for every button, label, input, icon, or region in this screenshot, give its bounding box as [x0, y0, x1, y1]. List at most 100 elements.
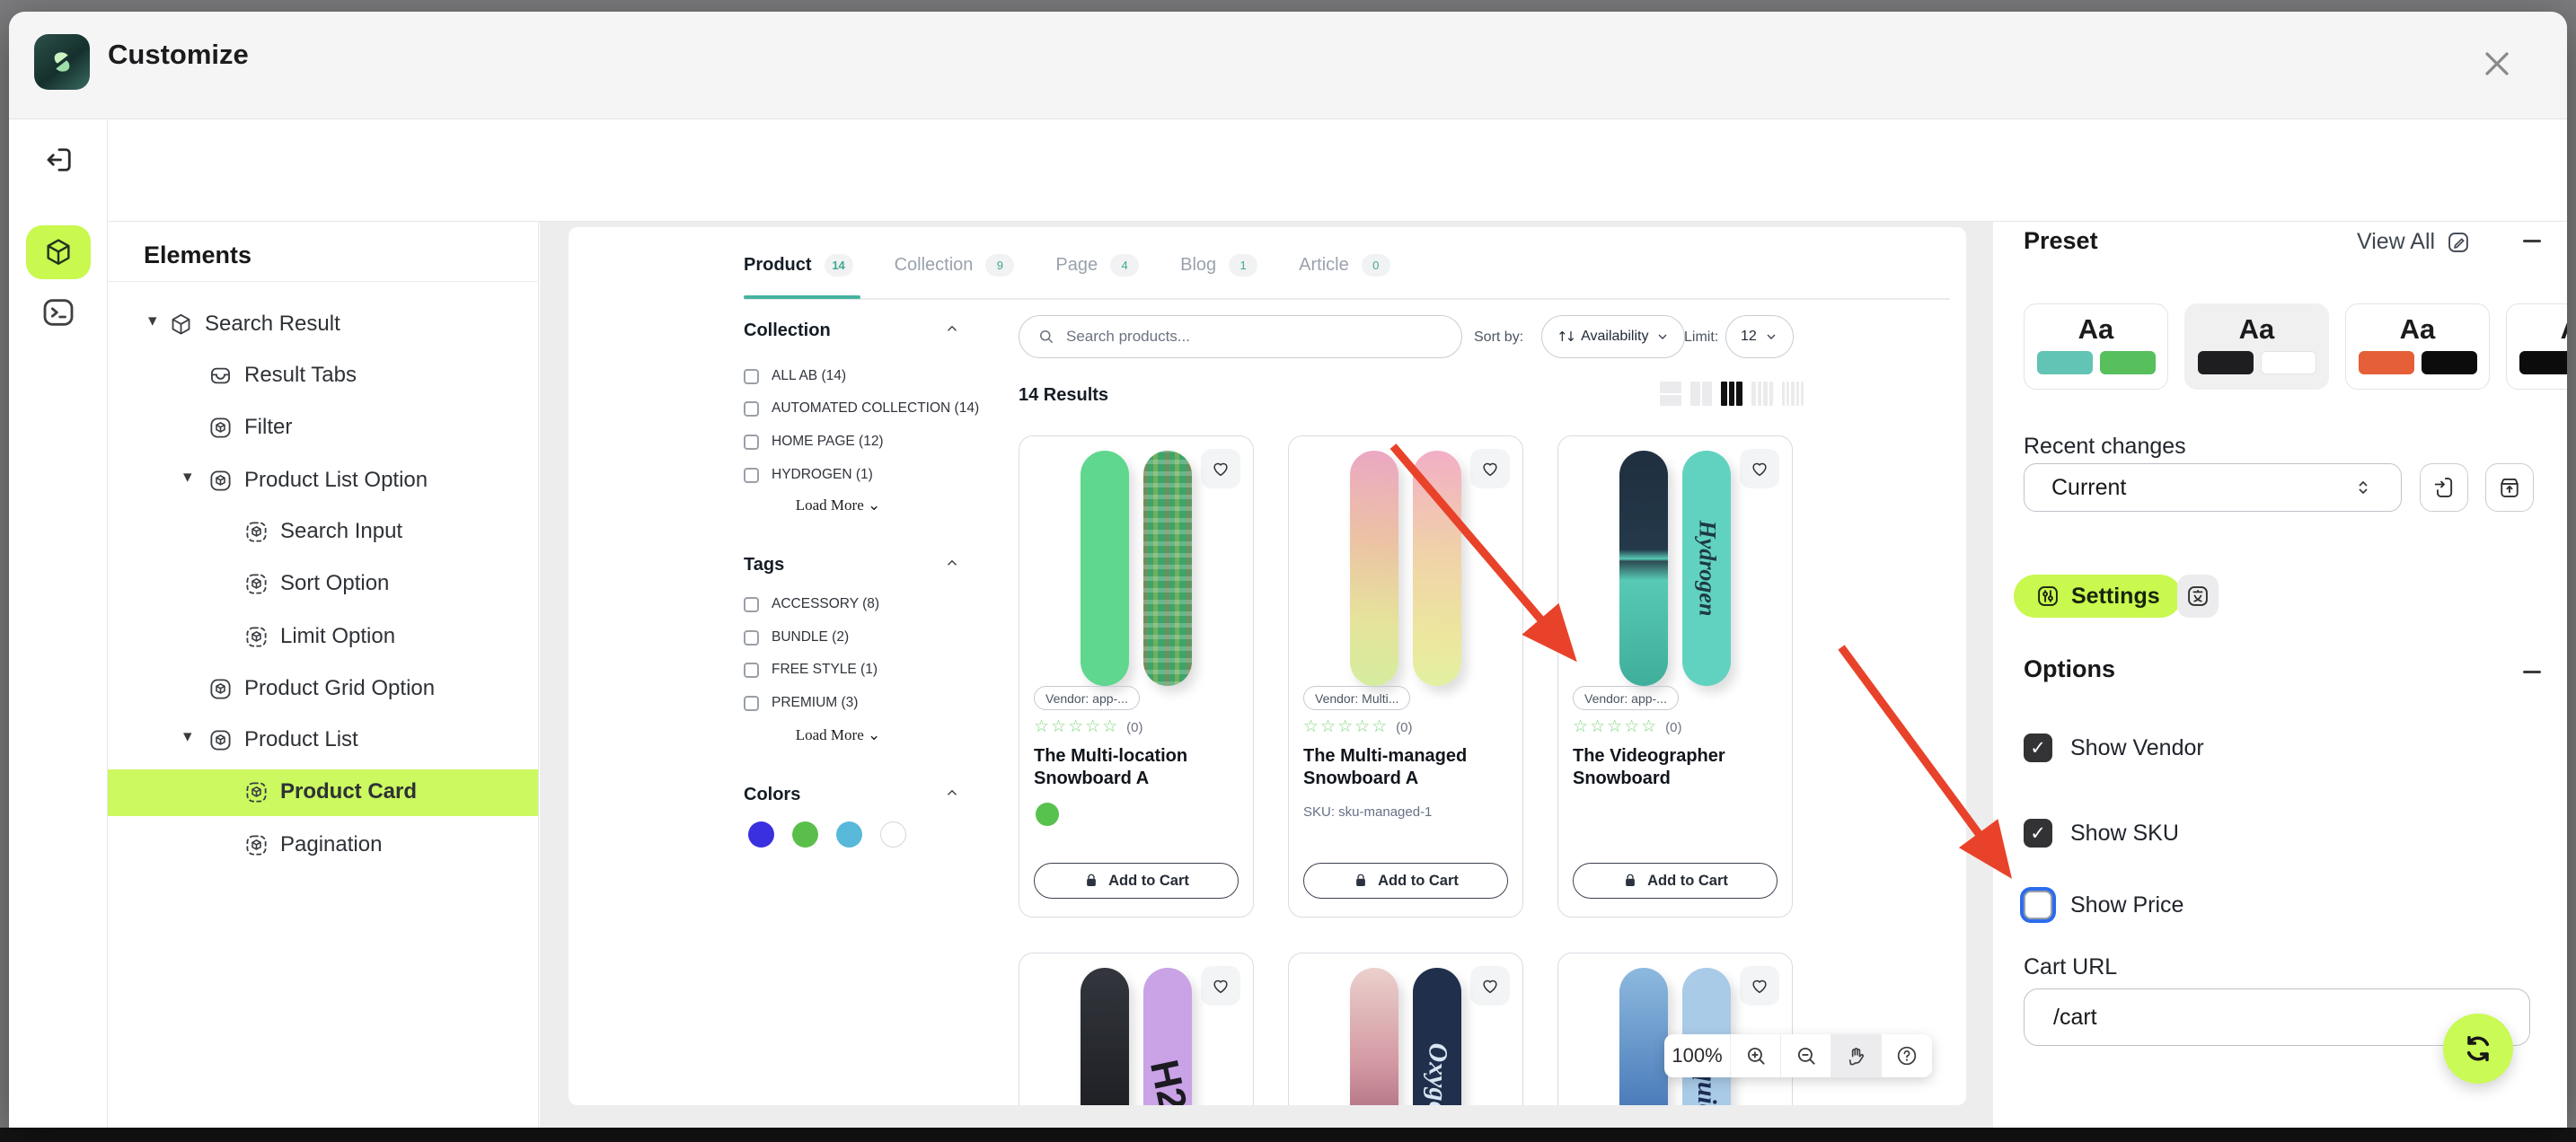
checkbox-unchecked[interactable]	[744, 434, 759, 450]
export-changes-button[interactable]	[2485, 463, 2534, 512]
logo-glyph	[54, 52, 70, 72]
load-more-button[interactable]: Load More ⌄	[795, 726, 881, 743]
tree-item-sort-option[interactable]: Sort Option	[108, 561, 538, 608]
wishlist-button[interactable]	[1201, 449, 1240, 488]
product-card[interactable]: Vendor: app-... ☆☆☆☆☆ (0) The Multi-locat…	[1019, 435, 1254, 918]
zoom-out-button[interactable]	[1781, 1034, 1831, 1077]
exit-editor-icon[interactable]	[43, 144, 75, 176]
product-card[interactable]: liquid	[1557, 953, 1793, 1105]
tab-translations[interactable]	[2177, 575, 2219, 618]
color-swatch-white[interactable]	[880, 821, 906, 848]
grid-5col-icon[interactable]	[1782, 382, 1804, 406]
tab-product[interactable]: Product 14	[744, 254, 853, 277]
view-all-link[interactable]: View All	[2357, 229, 2471, 255]
filter-checkbox-row[interactable]: BUNDLE (2)	[744, 629, 849, 646]
wishlist-button[interactable]	[1740, 449, 1779, 488]
product-card[interactable]: H2	[1019, 953, 1254, 1105]
chevron-up-icon[interactable]	[944, 555, 960, 571]
product-title[interactable]: The Videographer Snowboard	[1573, 746, 1725, 788]
tree-item-result-tabs[interactable]: Result Tabs	[108, 353, 538, 400]
wishlist-button[interactable]	[1470, 966, 1510, 1006]
tree-item-product-card[interactable]: Product Card	[108, 769, 538, 816]
checkbox-unchecked[interactable]	[744, 629, 759, 646]
color-swatch-green[interactable]	[792, 821, 818, 848]
load-more-button[interactable]: Load More ⌄	[795, 496, 881, 514]
chevron-up-icon[interactable]	[944, 785, 960, 801]
tree-item-pagination[interactable]: Pagination	[108, 822, 538, 869]
grid-3col-icon[interactable]	[1721, 382, 1743, 406]
tree-item-search-result[interactable]: ▾ Search Result	[108, 302, 538, 348]
tree-item-product-list-option[interactable]: ▾ Product List Option	[108, 458, 538, 505]
product-search-input[interactable]: Search products...	[1019, 315, 1462, 358]
preset-option-3[interactable]: Aa	[2345, 303, 2490, 390]
caret-down-icon[interactable]: ▾	[183, 726, 192, 746]
tree-item-product-grid-option[interactable]: Product Grid Option	[108, 666, 538, 713]
add-to-cart-button[interactable]: Add to Cart	[1034, 863, 1239, 899]
product-card[interactable]: Vendor: Multi... ☆☆☆☆☆ (0) The Multi-mana…	[1288, 435, 1523, 918]
checkbox-unchecked[interactable]	[744, 596, 759, 612]
add-to-cart-button[interactable]: Add to Cart	[1573, 863, 1778, 899]
tree-item-product-list[interactable]: ▾ Product List	[108, 717, 538, 764]
wishlist-button[interactable]	[1740, 966, 1779, 1006]
option-show-vendor[interactable]: ✓ Show Vendor	[2024, 734, 2204, 762]
checkbox-unchecked[interactable]	[744, 695, 759, 711]
rail-elements-tab[interactable]	[26, 225, 91, 279]
pan-hand-button[interactable]	[1831, 1034, 1882, 1077]
checkbox-unchecked[interactable]	[744, 662, 759, 678]
wishlist-button[interactable]	[1201, 966, 1240, 1006]
tab-page[interactable]: Page 4	[1055, 254, 1140, 277]
tab-settings[interactable]: Settings	[2014, 575, 2182, 618]
chevron-up-icon[interactable]	[944, 321, 960, 337]
collapse-preset-icon[interactable]	[2523, 240, 2541, 242]
collapse-options-icon[interactable]	[2523, 671, 2541, 673]
filter-checkbox-row[interactable]: ACCESSORY (8)	[744, 596, 879, 612]
product-card[interactable]: Oxygen	[1288, 953, 1523, 1105]
recent-changes-select[interactable]: Current	[2024, 463, 2402, 512]
color-option-dot[interactable]	[1036, 803, 1059, 826]
tab-article[interactable]: Article 0	[1299, 254, 1390, 277]
tab-collection[interactable]: Collection 9	[895, 254, 1015, 277]
close-icon[interactable]	[2477, 44, 2517, 83]
checkbox-checked[interactable]: ✓	[2024, 819, 2052, 848]
filter-checkbox-row[interactable]: FREE STYLE (1)	[744, 662, 878, 678]
checkbox-checked[interactable]: ✓	[2024, 734, 2052, 762]
add-to-cart-button[interactable]: Add to Cart	[1303, 863, 1508, 899]
preset-option-2-selected[interactable]: Aa	[2184, 303, 2329, 390]
tree-item-search-input[interactable]: Search Input	[108, 509, 538, 556]
color-swatch-lightblue[interactable]	[836, 821, 862, 848]
list-view-icon[interactable]	[1660, 382, 1681, 406]
filter-checkbox-row[interactable]: PREMIUM (3)	[744, 695, 858, 711]
limit-dropdown[interactable]: 12	[1725, 315, 1794, 358]
product-card[interactable]: Hydrogen Vendor: app-... ☆☆☆☆☆ (0) The Vi…	[1557, 435, 1793, 918]
zoom-in-button[interactable]	[1731, 1034, 1781, 1077]
tab-blog[interactable]: Blog 1	[1180, 254, 1258, 277]
refresh-button[interactable]	[2443, 1014, 2513, 1084]
tree-item-limit-option[interactable]: Limit Option	[108, 614, 538, 661]
product-title[interactable]: The Multi-managed Snowboard A	[1303, 746, 1468, 788]
grid-4col-icon[interactable]	[1751, 382, 1773, 406]
product-title[interactable]: The Multi-location Snowboard A	[1034, 746, 1188, 788]
filter-checkbox-row[interactable]: HYDROGEN (1)	[744, 467, 873, 483]
grid-2col-icon[interactable]	[1690, 382, 1712, 406]
limit-value: 12	[1741, 329, 1757, 344]
preset-option-4[interactable]: Aa	[2506, 303, 2567, 390]
rating-stars: ☆☆☆☆☆ (0)	[1034, 716, 1143, 736]
checkbox-unchecked[interactable]	[744, 467, 759, 483]
color-swatch-blue[interactable]	[748, 821, 774, 848]
option-show-price[interactable]: Show Price	[2024, 891, 2183, 919]
checkbox-unchecked[interactable]	[744, 400, 759, 417]
sort-dropdown[interactable]: ↑↓ Availability	[1541, 315, 1686, 358]
filter-checkbox-row[interactable]: AUTOMATED COLLECTION (14)	[744, 400, 979, 417]
option-show-sku[interactable]: ✓ Show SKU	[2024, 819, 2179, 848]
tree-item-filter[interactable]: Filter	[108, 405, 538, 452]
filter-checkbox-row[interactable]: HOME PAGE (12)	[744, 434, 884, 450]
checkbox-unchecked-highlighted[interactable]	[2024, 891, 2052, 919]
help-button[interactable]	[1882, 1034, 1932, 1077]
import-changes-button[interactable]	[2420, 463, 2468, 512]
caret-down-icon[interactable]: ▾	[148, 311, 157, 330]
checkbox-unchecked[interactable]	[744, 368, 759, 384]
caret-down-icon[interactable]: ▾	[183, 467, 192, 487]
preset-option-1[interactable]: Aa	[2024, 303, 2168, 390]
rail-console-tab[interactable]	[40, 294, 76, 330]
filter-checkbox-row[interactable]: ALL AB (14)	[744, 368, 846, 384]
